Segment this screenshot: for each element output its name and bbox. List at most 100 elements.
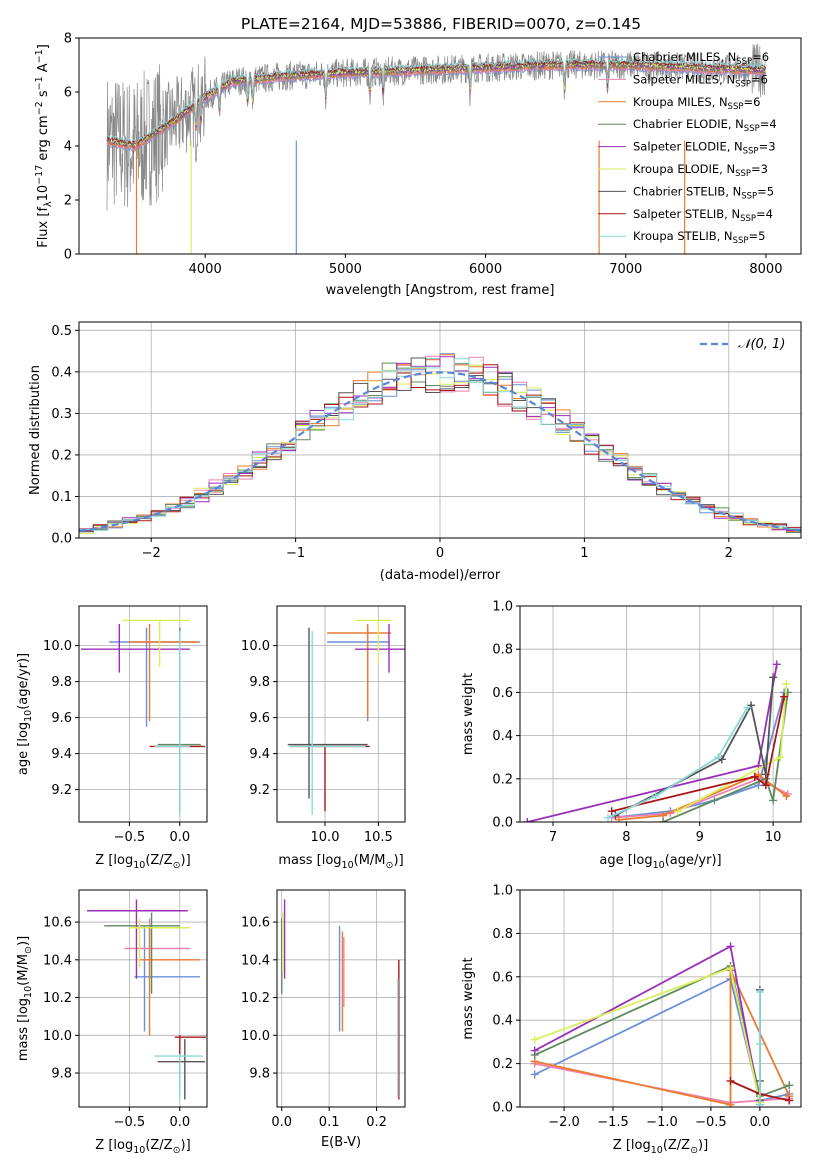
series-point [615, 815, 624, 822]
y-tick-label: 10.0 [241, 1029, 270, 1044]
y-tick-label: 0.0 [492, 1101, 513, 1116]
y-tick-label: 0.1 [51, 490, 72, 505]
axes-frame [78, 321, 802, 539]
y-tick-label: 0.4 [51, 365, 72, 380]
y-tick-label: 0.4 [492, 729, 513, 744]
y-tick-label: 10.2 [241, 991, 270, 1006]
plot-spectrum: 4000 5000 6000 7000 8000 0 2 4 6 8 wavelength [Ang… [34, 32, 802, 298]
y-tick-label: 9.8 [249, 1067, 270, 1082]
plot-area [79, 322, 801, 538]
legend: Chabrier MILES, NSSP=6 Salpeter MILES, NS… [598, 50, 777, 246]
series-point [604, 813, 613, 822]
x-tick-label: 10 [765, 830, 782, 845]
y-tick-label: 6 [64, 86, 72, 101]
series-point [785, 1096, 794, 1105]
series-point [673, 807, 682, 816]
y-tick-label: 9.6 [249, 711, 270, 726]
spectrum-model-line [106, 57, 766, 144]
legend-label: Salpeter MILES, NSSP=6 [633, 72, 768, 89]
series-point [726, 1100, 735, 1107]
series-line [607, 707, 749, 819]
y-axis-label: mass [log10(M/M⊙)] [16, 936, 34, 1061]
y-tick-label: 10.6 [241, 916, 270, 931]
y-tick-label: 0.8 [492, 643, 513, 658]
figure-title: PLATE=2164, MJD=53886, FIBERID=0070, z=0… [241, 15, 641, 33]
axes-frame [276, 889, 406, 1108]
x-tick-label: −1.5 [597, 1115, 629, 1130]
x-tick-label: 7000 [609, 262, 642, 277]
x-axis-label: wavelength [Angstrom, rest frame] [326, 283, 555, 298]
x-axis-label: age [log10(age/yr)] [599, 853, 721, 871]
y-tick-label: 8 [64, 32, 72, 47]
series-point [726, 964, 735, 973]
x-axis-label: Z [log10(Z/Z⊙)] [95, 853, 190, 871]
y-tick-label: 0.0 [51, 532, 72, 547]
series-point [607, 807, 616, 816]
y-tick-label: 0.4 [492, 1014, 513, 1029]
series-point [530, 1070, 539, 1079]
y-tick-label: 9.4 [51, 747, 72, 762]
series-point [755, 1040, 764, 1049]
series-point [769, 673, 778, 682]
series-point [651, 792, 660, 801]
axes-frame [519, 605, 802, 823]
legend-label: 𝒩(0, 1) [738, 337, 785, 352]
series-point [761, 781, 770, 790]
plot-area [277, 890, 405, 1107]
series-point [782, 679, 791, 688]
x-tick-label: 10.0 [311, 830, 340, 845]
y-axis-label: Normed distribution [28, 365, 43, 495]
y-axis-label: Flux [fλ10−17 erg cm−2 s−1 A−1] [34, 44, 54, 248]
plot-area [520, 606, 801, 822]
legend-label: Chabrier MILES, NSSP=6 [633, 50, 769, 67]
y-tick-label: 0.2 [51, 448, 72, 463]
x-tick-label: −0.5 [114, 1115, 146, 1130]
series-point [523, 818, 532, 822]
x-tick-label: 0.0 [169, 1115, 190, 1130]
x-tick-label: 0.0 [271, 1115, 292, 1130]
x-axis-label: E(B-V) [321, 1135, 361, 1150]
legend-label: Salpeter ELODIE, NSSP=3 [633, 140, 776, 157]
x-tick-label: 4000 [189, 262, 222, 277]
plot-residuals: −2 −1 0 1 2 0.0 0.1 0.2 0.3 0.4 0.5 (data-model)/er… [28, 321, 802, 583]
x-tick-label: −2.0 [548, 1115, 580, 1130]
x-tick-label: 0 [436, 546, 444, 561]
x-tick-label: 9 [696, 830, 704, 845]
y-tick-label: 10.4 [43, 953, 72, 968]
x-axis-label: mass [log10(M/M⊙)] [278, 853, 403, 871]
series-point [530, 1046, 539, 1055]
x-tick-label: 0.1 [319, 1115, 340, 1130]
plot-age-vs-Z: −0.5 0.0 9.2 9.4 9.6 9.8 10.0 Z [log10(Z/Z⊙)] ag… [16, 605, 208, 871]
series-point [780, 692, 789, 701]
y-axis-label: mass weight [461, 673, 476, 755]
y-tick-label: 9.2 [249, 783, 270, 798]
y-tick-label: 0 [64, 248, 72, 263]
plot-mass-vs-EBV: 0.0 0.1 0.2 9.8 10.0 10.2 10.4 10.6 E(B-V) [241, 889, 406, 1150]
series-line [534, 964, 790, 1098]
series-point [743, 703, 752, 712]
y-tick-label: 1.0 [492, 884, 513, 899]
plot-area [106, 43, 767, 254]
x-tick-label: −0.5 [695, 1115, 727, 1130]
series-point [772, 660, 781, 669]
x-tick-label: −0.5 [114, 830, 146, 845]
x-tick-label: 10.5 [364, 830, 393, 845]
series-point [714, 753, 723, 762]
legend-label: Kroupa STELIB, NSSP=5 [633, 229, 765, 246]
axes-frame [276, 605, 406, 823]
legend-label: Kroupa ELODIE, NSSP=3 [633, 162, 768, 179]
series-line [618, 773, 787, 821]
y-tick-label: 0.2 [492, 772, 513, 787]
plot-mass-weight-vs-Z: −2.0 −1.5 −1.0 −0.5 0.0 0.0 0.2 0.4 0.6 0.8 1.0 Z [… [461, 884, 802, 1156]
plot-area [79, 890, 207, 1107]
series-point [776, 753, 785, 762]
y-tick-label: 0.8 [492, 927, 513, 942]
y-tick-label: 0.5 [51, 324, 72, 339]
axes-frame [78, 37, 802, 255]
spectrum-model-line [106, 62, 766, 149]
series-point [755, 987, 764, 996]
legend-label: Salpeter STELIB, NSSP=4 [633, 207, 773, 224]
plot-area [79, 606, 207, 822]
series-point [782, 792, 791, 801]
plots-layer: 4000 5000 6000 7000 8000 0 2 4 6 8 wavelength [Ang… [16, 32, 802, 1156]
